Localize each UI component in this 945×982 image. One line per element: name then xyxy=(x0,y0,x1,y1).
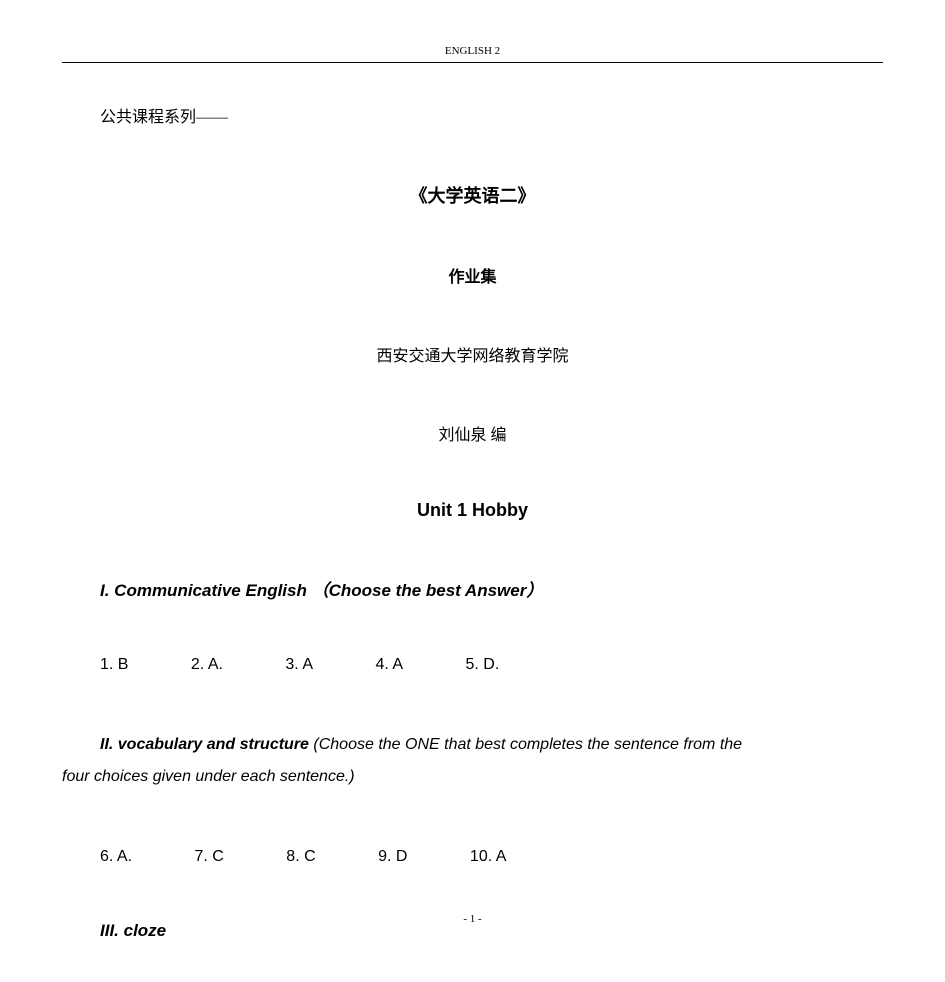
subtitle: 作业集 xyxy=(62,263,883,287)
answer-item: 3. A xyxy=(285,656,313,674)
answer-item: 4. A xyxy=(375,656,403,674)
institution: 西安交通大学网络教育学院 xyxy=(62,342,883,366)
author: 刘仙泉 编 xyxy=(62,421,883,445)
section1-heading: I. Communicative English （Choose the bes… xyxy=(100,576,883,601)
section2-heading-rest: (Choose the ONE that best completes the … xyxy=(309,736,742,753)
answer-item: 6. A. xyxy=(100,848,132,866)
unit-title: Unit 1 Hobby xyxy=(62,500,883,521)
main-title: 《大学英语二》 xyxy=(62,182,883,208)
section2-heading-line2: four choices given under each sentence.) xyxy=(62,761,883,793)
running-title: ENGLISH 2 xyxy=(445,45,500,57)
answer-item: 9. D xyxy=(378,848,407,866)
header-rule xyxy=(62,62,883,63)
section1-answers: 1. B 2. A. 3. A 4. A 5. D. xyxy=(100,656,883,674)
series-line: 公共课程系列—— xyxy=(100,103,883,127)
answer-item: 7. C xyxy=(194,848,223,866)
answer-item: 1. B xyxy=(100,656,128,674)
page-content: 公共课程系列—— 《大学英语二》 作业集 西安交通大学网络教育学院 刘仙泉 编 … xyxy=(0,103,945,941)
running-header: ENGLISH 2 xyxy=(0,0,945,62)
section2-answers: 6. A. 7. C 8. C 9. D 10. A xyxy=(100,848,883,866)
answer-item: 2. A. xyxy=(191,656,223,674)
answer-item: 5. D. xyxy=(465,656,499,674)
section2-heading: II. vocabulary and structure (Choose the… xyxy=(100,729,883,761)
page-footer: - 1 - xyxy=(0,913,945,925)
answer-item: 8. C xyxy=(286,848,315,866)
page-number: - 1 - xyxy=(463,913,481,925)
answer-item: 10. A xyxy=(470,848,506,866)
section2-heading-bold: II. vocabulary and structure xyxy=(100,736,309,753)
